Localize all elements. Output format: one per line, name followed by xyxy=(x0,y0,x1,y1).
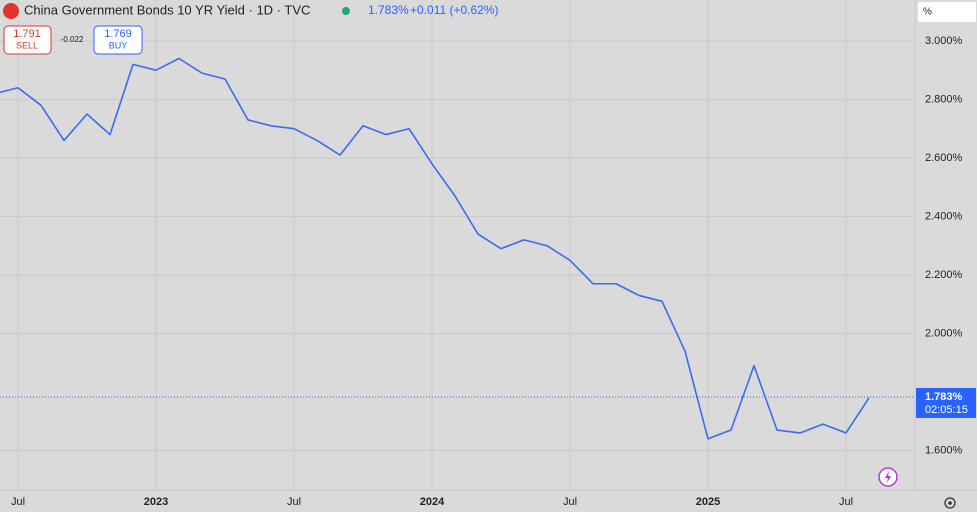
sell-price: 1.791 xyxy=(13,28,41,40)
buy-button[interactable] xyxy=(93,25,143,55)
grid xyxy=(0,0,915,490)
x-tick-label: Jul xyxy=(563,496,577,508)
line-series xyxy=(0,57,870,440)
y-tick-label: 2.200% xyxy=(925,269,963,281)
y-tick-label: 1.600% xyxy=(925,444,963,456)
countdown: 02:05:15 xyxy=(925,404,968,416)
x-tick-label: Jul xyxy=(11,496,25,508)
y-tick-label: 3.000% xyxy=(925,35,963,47)
last-value: 1.783% xyxy=(368,3,409,17)
buy-label: BUY xyxy=(109,40,128,50)
x-tick-label: 2024 xyxy=(420,496,445,508)
y-tick-label: 2.400% xyxy=(925,210,963,222)
plot xyxy=(0,57,870,440)
x-tick-label: Jul xyxy=(287,496,301,508)
x-tick-label: Jul xyxy=(839,496,853,508)
price-label: 1.783% xyxy=(925,391,963,403)
settings-icon[interactable] xyxy=(944,497,956,509)
status-dot xyxy=(342,7,350,15)
y-tick-label: 2.800% xyxy=(925,93,963,105)
spread: -0.022 xyxy=(61,35,84,44)
y-tick-label: 2.600% xyxy=(925,152,963,164)
unit-box[interactable] xyxy=(918,2,976,22)
lightning-glyph xyxy=(885,471,891,483)
sell-label: SELL xyxy=(16,40,38,50)
x-tick-label: 2025 xyxy=(696,496,720,508)
sell-button[interactable] xyxy=(3,25,52,55)
settings-glyph xyxy=(948,501,952,505)
y-tick-label: 2.000% xyxy=(925,327,963,339)
price-label-box xyxy=(916,387,976,418)
unit-label: % xyxy=(923,7,932,18)
chart-title: China Government Bonds 10 YR Yield · 1D … xyxy=(24,2,310,17)
x-tick-label: 2023 xyxy=(144,496,168,508)
change: +0.011 (+0.62%) xyxy=(410,3,499,17)
buy-price: 1.769 xyxy=(104,28,132,40)
flag-icon xyxy=(3,3,19,19)
